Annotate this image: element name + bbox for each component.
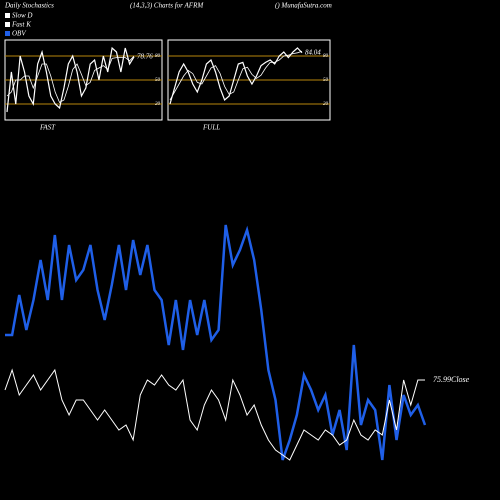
value-label: 78.76: [137, 53, 153, 61]
source: () MunafaSutra.com: [275, 2, 332, 10]
close-name: Close: [451, 375, 470, 384]
series-line: [6, 55, 135, 103]
legend-swatch: [5, 22, 10, 27]
legend-label: OBV: [12, 30, 26, 38]
x-axis-label: FAST: [39, 124, 56, 132]
y-tick-label: 20: [323, 102, 329, 107]
legend-label: Slow D: [12, 12, 32, 20]
series-line: [169, 47, 303, 105]
chart-subtitle: (14,3,3) Charts for AFRM: [130, 2, 204, 10]
series-line: [5, 224, 427, 461]
x-axis-label: FULL: [202, 124, 220, 132]
series-line: [4, 368, 426, 461]
y-tick-label: 80: [323, 54, 329, 59]
value-label: 84.04: [305, 48, 321, 56]
series-line: [169, 50, 303, 101]
y-tick-label: 50: [323, 78, 329, 83]
chart-title: Daily Stochastics: [4, 2, 54, 10]
legend-swatch: [5, 31, 10, 36]
y-tick-label: 20: [155, 102, 161, 107]
close-value: 75.99: [433, 375, 451, 384]
legend-label: Fast K: [11, 21, 31, 29]
y-tick-label: 50: [155, 78, 161, 83]
close-label: 75.99Close: [433, 375, 470, 384]
series-line: [6, 46, 135, 113]
y-tick-label: 80: [155, 54, 161, 59]
legend-swatch: [5, 13, 10, 18]
